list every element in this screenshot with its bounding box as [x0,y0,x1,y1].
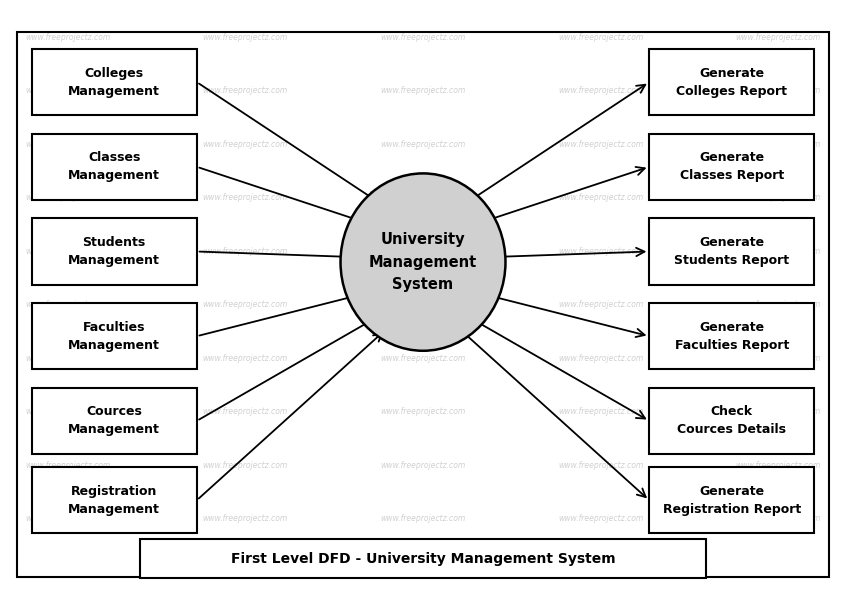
Text: www.freeprojectz.com: www.freeprojectz.com [736,354,821,363]
Text: www.freeprojectz.com: www.freeprojectz.com [736,86,821,95]
Text: Generate
Colleges Report: Generate Colleges Report [676,66,788,98]
Text: Generate
Registration Report: Generate Registration Report [662,485,801,516]
Text: Generate
Students Report: Generate Students Report [674,236,789,267]
Bar [650,218,814,285]
Bar [650,49,814,115]
Text: www.freeprojectz.com: www.freeprojectz.com [381,461,465,470]
Text: www.freeprojectz.com: www.freeprojectz.com [381,193,465,202]
Text: www.freeprojectz.com: www.freeprojectz.com [25,514,110,524]
Bar [32,388,196,454]
Bar [650,133,814,200]
Text: www.freeprojectz.com: www.freeprojectz.com [25,247,110,256]
Text: www.freeprojectz.com: www.freeprojectz.com [25,139,110,149]
Text: Faculties
Management: Faculties Management [69,321,160,352]
Text: www.freeprojectz.com: www.freeprojectz.com [558,33,643,42]
Text: www.freeprojectz.com: www.freeprojectz.com [381,86,465,95]
Text: www.freeprojectz.com: www.freeprojectz.com [558,300,643,309]
Text: www.freeprojectz.com: www.freeprojectz.com [736,139,821,149]
Text: www.freeprojectz.com: www.freeprojectz.com [736,461,821,470]
Text: www.freeprojectz.com: www.freeprojectz.com [203,247,288,256]
Text: www.freeprojectz.com: www.freeprojectz.com [25,86,110,95]
Text: www.freeprojectz.com: www.freeprojectz.com [381,407,465,416]
Text: www.freeprojectz.com: www.freeprojectz.com [558,86,643,95]
Text: www.freeprojectz.com: www.freeprojectz.com [381,139,465,149]
Text: www.freeprojectz.com: www.freeprojectz.com [203,33,288,42]
Text: www.freeprojectz.com: www.freeprojectz.com [381,33,465,42]
Text: www.freeprojectz.com: www.freeprojectz.com [203,514,288,524]
Bar [650,388,814,454]
Text: www.freeprojectz.com: www.freeprojectz.com [25,354,110,363]
Text: www.freeprojectz.com: www.freeprojectz.com [736,407,821,416]
Text: Classes
Management: Classes Management [69,151,160,182]
Text: www.freeprojectz.com: www.freeprojectz.com [558,247,643,256]
Text: www.freeprojectz.com: www.freeprojectz.com [736,247,821,256]
Text: www.freeprojectz.com: www.freeprojectz.com [558,354,643,363]
Text: www.freeprojectz.com: www.freeprojectz.com [736,300,821,309]
Text: www.freeprojectz.com: www.freeprojectz.com [25,461,110,470]
Text: www.freeprojectz.com: www.freeprojectz.com [25,300,110,309]
Text: www.freeprojectz.com: www.freeprojectz.com [558,514,643,524]
Text: Cources
Management: Cources Management [69,406,160,436]
Text: www.freeprojectz.com: www.freeprojectz.com [203,300,288,309]
Text: www.freeprojectz.com: www.freeprojectz.com [203,461,288,470]
Text: www.freeprojectz.com: www.freeprojectz.com [558,461,643,470]
Bar [32,133,196,200]
Text: www.freeprojectz.com: www.freeprojectz.com [736,33,821,42]
Text: www.freeprojectz.com: www.freeprojectz.com [381,247,465,256]
Text: Students
Management: Students Management [69,236,160,267]
Bar [140,538,706,578]
Bar [32,303,196,369]
Text: www.freeprojectz.com: www.freeprojectz.com [25,33,110,42]
Text: www.freeprojectz.com: www.freeprojectz.com [381,514,465,524]
Text: www.freeprojectz.com: www.freeprojectz.com [558,193,643,202]
Text: www.freeprojectz.com: www.freeprojectz.com [203,354,288,363]
Text: Check
Cources Details: Check Cources Details [678,406,786,436]
Text: www.freeprojectz.com: www.freeprojectz.com [203,139,288,149]
Text: www.freeprojectz.com: www.freeprojectz.com [25,193,110,202]
Text: www.freeprojectz.com: www.freeprojectz.com [203,407,288,416]
Text: www.freeprojectz.com: www.freeprojectz.com [381,354,465,363]
Text: www.freeprojectz.com: www.freeprojectz.com [203,193,288,202]
Text: Colleges
Management: Colleges Management [69,66,160,98]
Text: www.freeprojectz.com: www.freeprojectz.com [736,193,821,202]
Text: Generate
Faculties Report: Generate Faculties Report [674,321,789,352]
Text: www.freeprojectz.com: www.freeprojectz.com [381,300,465,309]
Bar [32,218,196,285]
Bar [32,467,196,534]
Text: www.freeprojectz.com: www.freeprojectz.com [203,86,288,95]
Bar [650,303,814,369]
Text: University
Management
System: University Management System [369,232,477,292]
Text: Registration
Management: Registration Management [69,485,160,516]
Bar [650,467,814,534]
Text: Generate
Classes Report: Generate Classes Report [679,151,784,182]
Text: www.freeprojectz.com: www.freeprojectz.com [558,139,643,149]
Text: www.freeprojectz.com: www.freeprojectz.com [736,514,821,524]
Bar [32,49,196,115]
Text: www.freeprojectz.com: www.freeprojectz.com [25,407,110,416]
Text: First Level DFD - University Management System: First Level DFD - University Management … [231,551,615,566]
Text: www.freeprojectz.com: www.freeprojectz.com [558,407,643,416]
Ellipse shape [340,173,505,351]
